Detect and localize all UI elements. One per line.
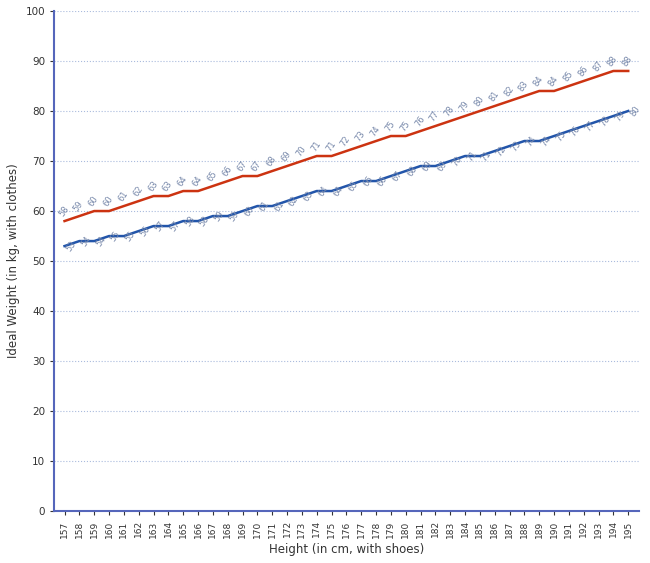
Text: 60: 60 xyxy=(86,195,100,208)
Text: 67: 67 xyxy=(391,169,404,184)
Text: 77: 77 xyxy=(428,110,441,123)
Text: 58: 58 xyxy=(57,205,70,218)
Text: 71: 71 xyxy=(465,150,478,164)
Text: 62: 62 xyxy=(131,185,145,199)
Text: 74: 74 xyxy=(525,135,538,149)
Text: 57: 57 xyxy=(153,220,167,234)
Text: 77: 77 xyxy=(584,119,597,133)
Text: 60: 60 xyxy=(242,205,256,218)
Text: 68: 68 xyxy=(265,155,278,168)
Text: 63: 63 xyxy=(302,190,315,204)
Text: 75: 75 xyxy=(398,120,411,133)
Text: 71: 71 xyxy=(309,140,322,154)
Text: 78: 78 xyxy=(599,115,612,128)
Text: 86: 86 xyxy=(577,65,590,78)
Text: 59: 59 xyxy=(213,210,226,224)
Text: 66: 66 xyxy=(220,164,234,178)
Text: 85: 85 xyxy=(562,70,575,83)
Text: 69: 69 xyxy=(421,160,434,173)
Text: 65: 65 xyxy=(346,180,360,194)
Y-axis label: Ideal Weight (in kg, with clothes): Ideal Weight (in kg, with clothes) xyxy=(7,164,20,359)
Text: 55: 55 xyxy=(109,230,122,244)
Text: 76: 76 xyxy=(413,114,426,128)
Text: 83: 83 xyxy=(517,79,530,93)
Text: 57: 57 xyxy=(168,220,182,234)
Text: 69: 69 xyxy=(280,150,293,163)
Text: 74: 74 xyxy=(369,124,382,138)
Text: 54: 54 xyxy=(79,235,93,249)
Text: 80: 80 xyxy=(473,95,486,109)
Text: 69: 69 xyxy=(436,160,448,173)
Text: 88: 88 xyxy=(606,55,619,69)
Text: 64: 64 xyxy=(317,185,330,199)
Text: 74: 74 xyxy=(540,135,552,149)
Text: 64: 64 xyxy=(332,185,345,199)
Text: 65: 65 xyxy=(205,169,219,184)
Text: 80: 80 xyxy=(628,105,642,119)
Text: 63: 63 xyxy=(161,180,174,194)
Text: 66: 66 xyxy=(376,175,389,189)
Text: 66: 66 xyxy=(361,175,374,189)
Text: 59: 59 xyxy=(227,210,241,224)
Text: 75: 75 xyxy=(554,129,567,144)
Text: 73: 73 xyxy=(354,129,367,144)
Text: 72: 72 xyxy=(339,135,352,149)
Text: 78: 78 xyxy=(443,105,456,118)
Text: 73: 73 xyxy=(510,140,523,154)
Text: 56: 56 xyxy=(138,225,152,239)
Text: 54: 54 xyxy=(94,235,107,249)
X-axis label: Height (in cm, with shoes): Height (in cm, with shoes) xyxy=(268,543,424,556)
Text: 72: 72 xyxy=(495,145,508,159)
Text: 79: 79 xyxy=(458,100,471,114)
Text: 84: 84 xyxy=(547,75,560,88)
Text: 64: 64 xyxy=(176,175,189,189)
Text: 63: 63 xyxy=(146,180,159,194)
Text: 68: 68 xyxy=(406,164,419,178)
Text: 61: 61 xyxy=(272,200,285,213)
Text: 58: 58 xyxy=(183,215,196,229)
Text: 61: 61 xyxy=(116,190,130,204)
Text: 71: 71 xyxy=(324,140,337,154)
Text: 59: 59 xyxy=(72,200,85,213)
Text: 64: 64 xyxy=(190,175,204,189)
Text: 81: 81 xyxy=(488,90,500,104)
Text: 62: 62 xyxy=(287,195,300,208)
Text: 58: 58 xyxy=(198,215,211,229)
Text: 88: 88 xyxy=(621,55,634,69)
Text: 70: 70 xyxy=(450,155,463,168)
Text: 55: 55 xyxy=(124,230,137,244)
Text: 87: 87 xyxy=(591,60,604,74)
Text: 61: 61 xyxy=(257,200,271,213)
Text: 67: 67 xyxy=(235,159,248,173)
Text: 60: 60 xyxy=(101,195,115,208)
Text: 76: 76 xyxy=(569,124,582,138)
Text: 53: 53 xyxy=(64,240,78,253)
Text: 70: 70 xyxy=(294,145,308,159)
Text: 71: 71 xyxy=(480,150,493,164)
Text: 79: 79 xyxy=(614,110,627,123)
Text: 75: 75 xyxy=(384,120,396,133)
Text: 67: 67 xyxy=(250,159,263,173)
Text: 84: 84 xyxy=(532,75,545,88)
Text: 82: 82 xyxy=(502,84,515,99)
